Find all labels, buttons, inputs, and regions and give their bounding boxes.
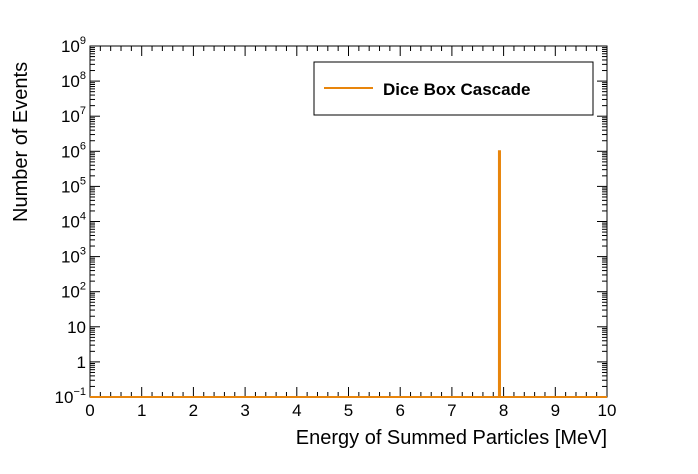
x-tick-label: 7 xyxy=(447,401,456,420)
legend: Dice Box Cascade xyxy=(313,61,594,116)
x-tick-label: 6 xyxy=(395,401,404,420)
y-tick-label: 104 xyxy=(61,211,86,232)
x-tick-label: 1 xyxy=(137,401,146,420)
x-tick-labels: 0 1 2 3 4 5 6 7 8 9 10 xyxy=(85,401,616,420)
y-axis-label: Number of Events xyxy=(10,62,32,222)
x-tick-label: 3 xyxy=(240,401,249,420)
y-tick-label: 108 xyxy=(61,70,86,91)
axis-ticks xyxy=(89,45,608,398)
y-tick-label: 106 xyxy=(61,140,86,161)
series-layer xyxy=(90,150,607,398)
x-axis-label: Energy of Summed Particles [MeV] xyxy=(296,427,607,449)
y-tick-label: 102 xyxy=(61,281,86,302)
y-tick-label: 105 xyxy=(61,175,86,196)
x-tick-label: 4 xyxy=(292,401,301,420)
y-tick-labels: 10−1 1 10 102 103 104 105 106 107 108 109 xyxy=(55,35,86,407)
series-line xyxy=(90,150,607,398)
y-tick-label: 109 xyxy=(61,35,86,56)
y-tick-label: 1 xyxy=(77,353,86,372)
x-tick-label: 0 xyxy=(85,401,94,420)
y-tick-label: 107 xyxy=(61,105,86,126)
y-tick-label: 10 xyxy=(67,318,86,337)
y-tick-label: 103 xyxy=(61,246,86,267)
x-tick-label: 8 xyxy=(499,401,508,420)
x-tick-label: 10 xyxy=(598,401,617,420)
legend-label: Dice Box Cascade xyxy=(383,80,530,99)
y-tick-label: 10−1 xyxy=(55,386,86,407)
x-tick-label: 9 xyxy=(551,401,560,420)
x-tick-label: 5 xyxy=(344,401,353,420)
x-tick-label: 2 xyxy=(189,401,198,420)
legend-box xyxy=(313,61,594,116)
